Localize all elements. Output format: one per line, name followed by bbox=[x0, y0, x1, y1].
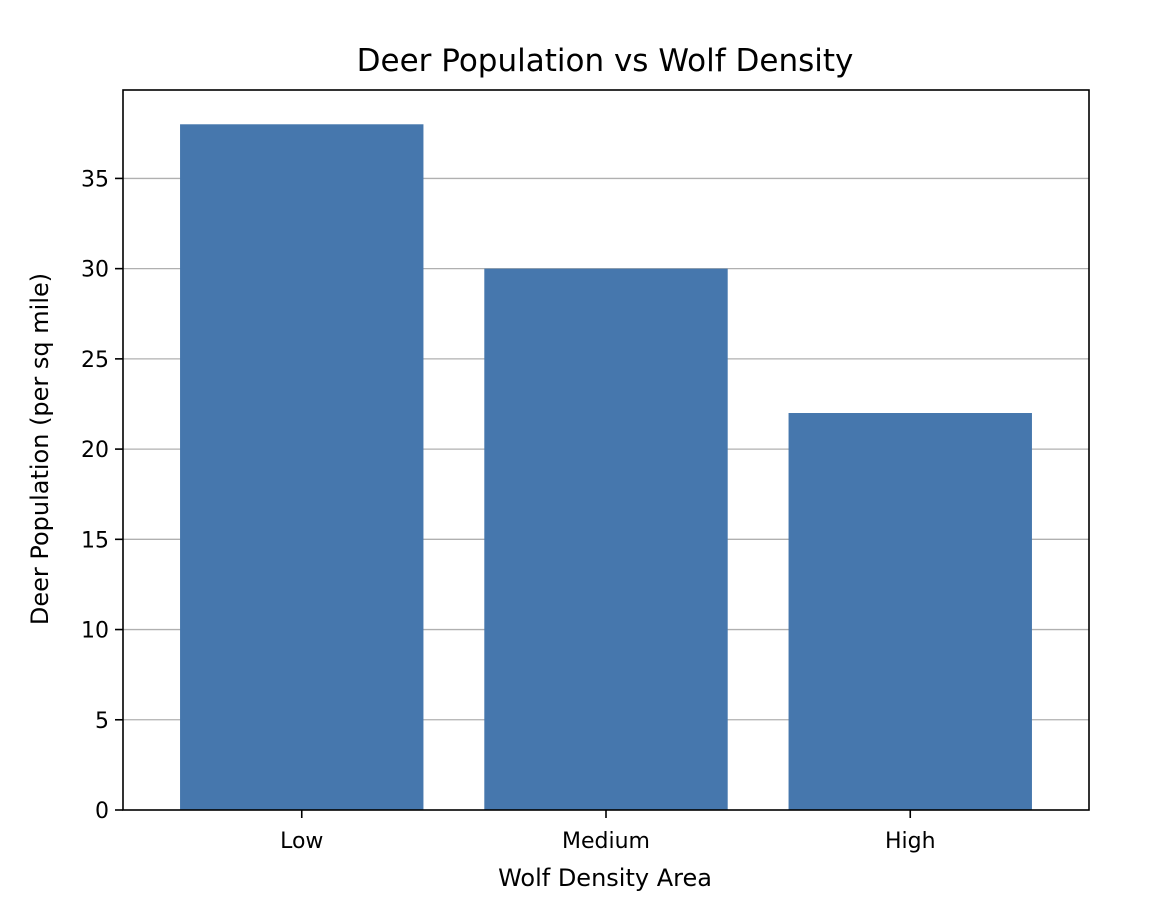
y-tick-label: 25 bbox=[81, 348, 109, 373]
bars bbox=[180, 124, 1032, 811]
y-tick-label: 15 bbox=[81, 528, 109, 553]
chart-title: Deer Population vs Wolf Density bbox=[357, 43, 854, 79]
x-tick-label-medium: Medium bbox=[562, 829, 650, 854]
x-axis-label: Wolf Density Area bbox=[498, 864, 712, 892]
y-tick-label: 30 bbox=[81, 258, 109, 283]
y-tick-label: 35 bbox=[81, 167, 109, 192]
y-tick-label: 5 bbox=[95, 709, 109, 734]
x-tick-label-low: Low bbox=[280, 829, 323, 854]
y-axis-label: Deer Population (per sq mile) bbox=[26, 273, 54, 625]
bar-high bbox=[788, 413, 1032, 810]
y-tick-label: 0 bbox=[95, 799, 109, 824]
x-tick-label-high: High bbox=[885, 829, 936, 854]
x-axis-ticks: Low Medium High bbox=[280, 810, 936, 854]
y-axis-ticks: 0 5 10 15 20 25 30 35 bbox=[81, 167, 123, 824]
y-tick-label: 10 bbox=[81, 619, 109, 644]
bar-low bbox=[180, 124, 424, 811]
bar-medium bbox=[484, 268, 728, 810]
y-tick-label: 20 bbox=[81, 438, 109, 463]
